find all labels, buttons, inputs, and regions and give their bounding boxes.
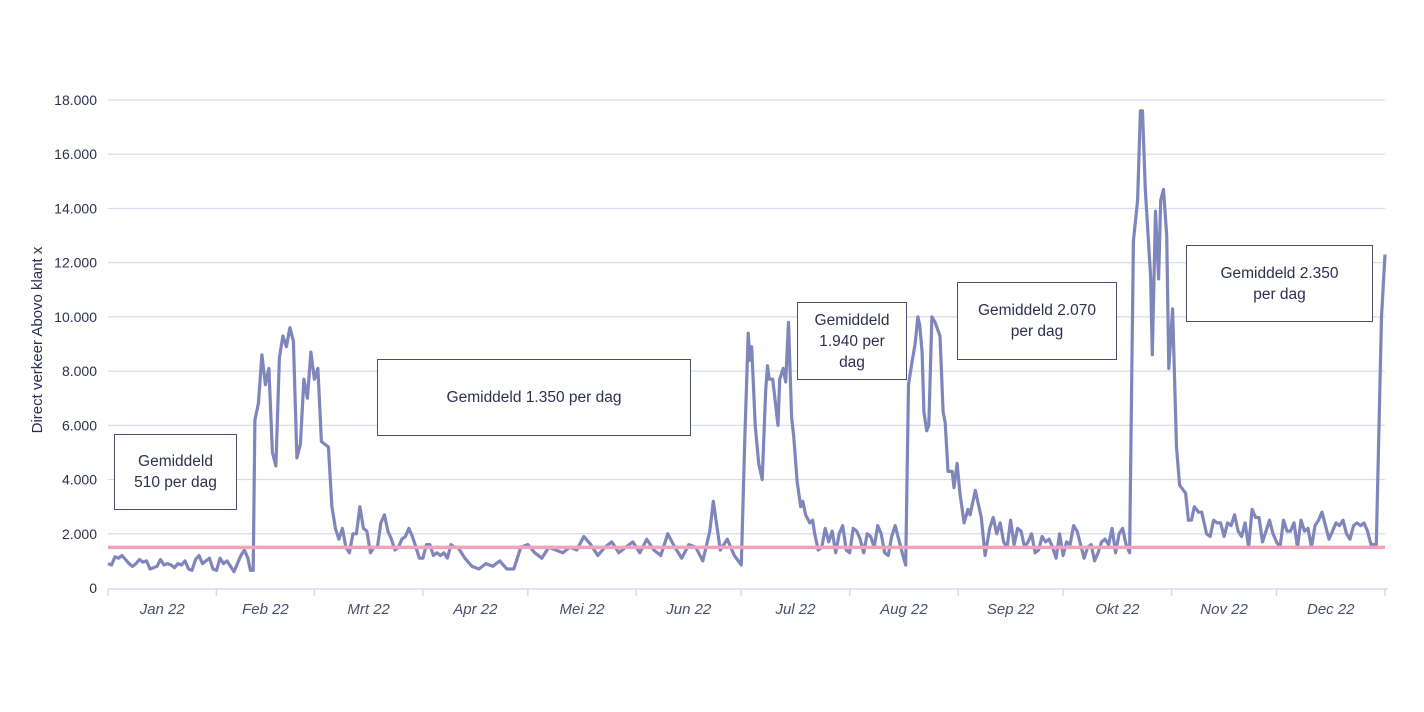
annotation-line: Gemiddeld xyxy=(138,453,213,470)
y-tick-label: 18.000 xyxy=(54,92,97,108)
annotation-line: per dag xyxy=(1253,285,1306,303)
y-tick-label: 6.000 xyxy=(62,417,97,433)
x-tick-label: Aug 22 xyxy=(879,601,928,618)
x-tick-label: Jun 22 xyxy=(665,601,712,618)
annotation-okt-dec: Gemiddeld 2.350 per dag xyxy=(1186,245,1373,322)
annotation-mar-jun: Gemiddeld 1.350 per dag xyxy=(377,359,691,436)
y-tick-label: 8.000 xyxy=(62,363,97,379)
y-tick-label: 16.000 xyxy=(54,146,97,162)
x-tick-label: Jan 22 xyxy=(139,601,186,618)
x-tick-label: Sep 22 xyxy=(987,601,1035,618)
annotation-line: Gemiddeld 2.070 xyxy=(977,302,1097,319)
annotation-line: dag xyxy=(839,353,865,371)
y-tick-label: 12.000 xyxy=(54,255,97,271)
x-tick-label: Feb 22 xyxy=(242,601,289,618)
x-tick-label: Nov 22 xyxy=(1200,601,1248,618)
y-tick-label: 0 xyxy=(89,580,97,596)
annotation-line: 510 per dag xyxy=(134,474,217,491)
x-tick-label: Dec 22 xyxy=(1307,601,1355,618)
annotation-aug-sep: Gemiddeld 2.070 per dag xyxy=(957,282,1117,360)
annotation-line: Gemiddeld xyxy=(814,311,890,329)
annotation-jul: Gemiddeld 1.940 per dag xyxy=(797,302,907,380)
y-axis-label: Direct verkeer Abovo klant x xyxy=(29,246,46,433)
x-tick-label: Apr 22 xyxy=(452,601,498,618)
y-tick-label: 10.000 xyxy=(54,309,97,325)
x-tick-label: Okt 22 xyxy=(1095,601,1140,618)
y-axis-ticks: 0 2.000 4.000 6.000 8.000 10.000 12.000 14.000 1… xyxy=(54,92,97,596)
y-tick-label: 4.000 xyxy=(62,472,97,488)
y-tick-label: 14.000 xyxy=(54,200,97,216)
series-layer xyxy=(107,109,1387,574)
x-tick-label: Mrt 22 xyxy=(347,601,390,618)
annotation-line: per dag xyxy=(1010,323,1064,340)
x-tick-label: Jul 22 xyxy=(774,601,816,618)
x-axis: Jan 22 Feb 22 Mrt 22 Apr 22 Mei 22 Jun 22 Jul … xyxy=(107,588,1388,618)
annotation-line: Gemiddeld 1.350 per dag xyxy=(446,389,622,406)
x-tick-label: Mei 22 xyxy=(560,601,606,618)
y-tick-label: 2.000 xyxy=(62,526,97,542)
annotation-jan: Gemiddeld 510 per dag xyxy=(114,434,237,510)
series-line-direct-verkeer xyxy=(107,109,1387,574)
annotation-line: Gemiddeld 2.350 xyxy=(1220,264,1339,282)
annotation-line: 1.940 per xyxy=(819,332,885,350)
